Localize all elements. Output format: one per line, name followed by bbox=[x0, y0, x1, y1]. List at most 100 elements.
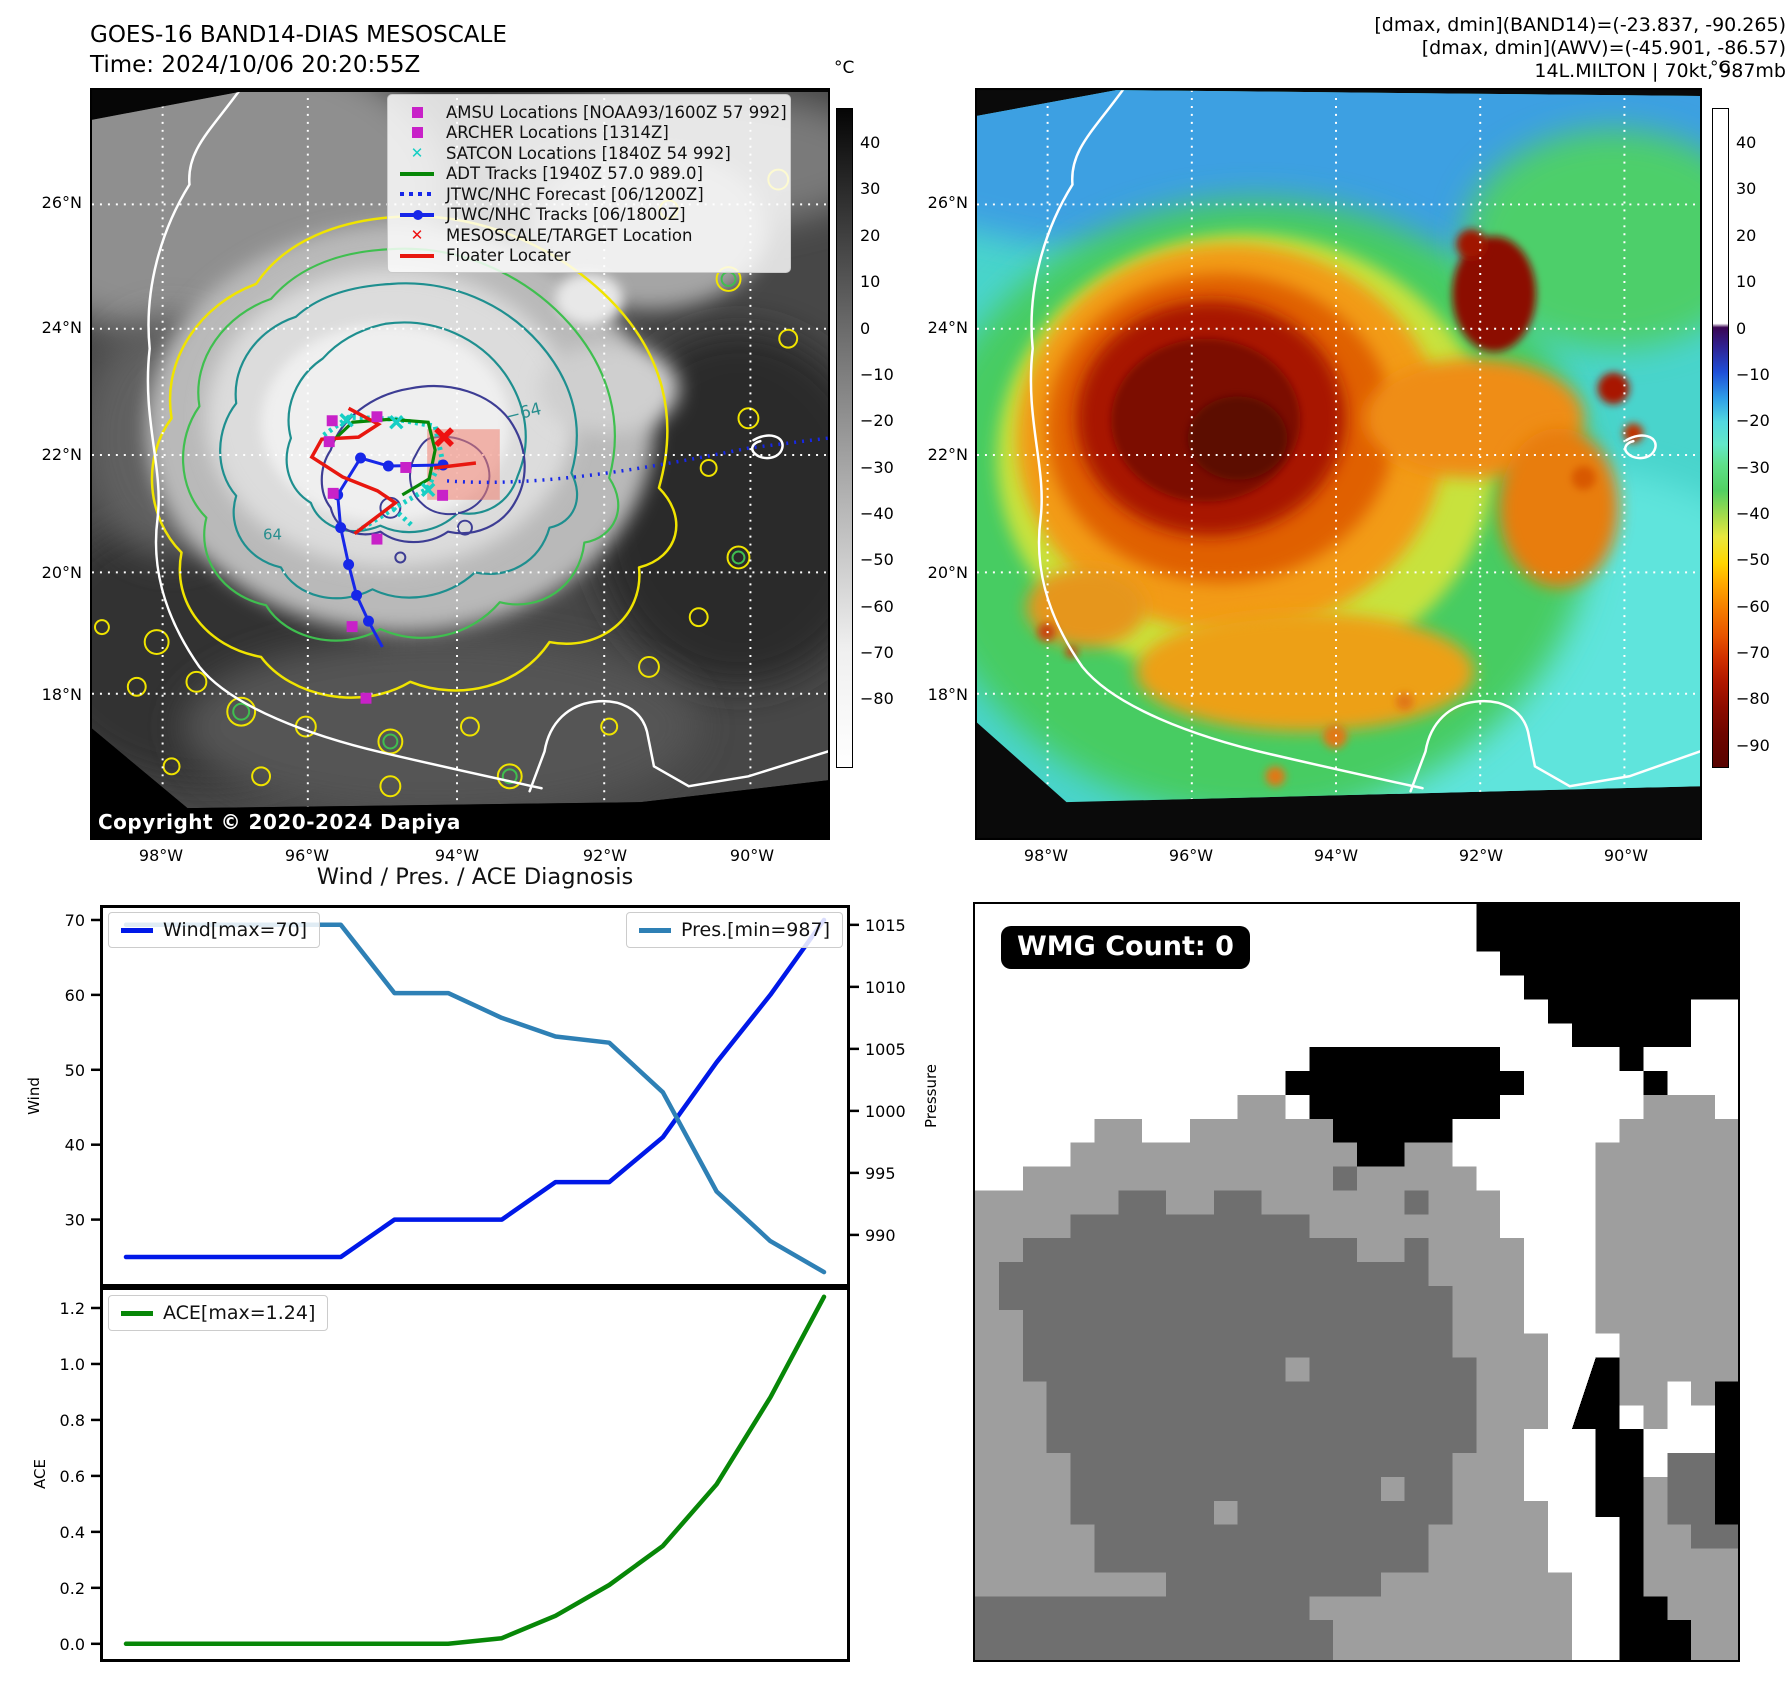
colorbar-tick: 30 bbox=[860, 179, 881, 198]
diagnosis-title: Wind / Pres. / ACE Diagnosis bbox=[316, 864, 634, 890]
colorbar-tick: −30 bbox=[860, 458, 894, 477]
legend-item: JTWC/NHC Forecast [06/1200Z] bbox=[394, 184, 782, 205]
line-red-icon bbox=[394, 253, 440, 258]
line-dot-blue-icon bbox=[394, 209, 440, 220]
lat-label: 18°N bbox=[927, 685, 968, 704]
dmax-dmin-band14: [dmax, dmin](BAND14)=(-23.837, -90.265) bbox=[1374, 14, 1786, 36]
legend-item: ADT Tracks [1940Z 57.0 989.0] bbox=[394, 164, 782, 185]
square-magenta-icon bbox=[394, 127, 440, 139]
wind-legend-swatch bbox=[121, 927, 153, 933]
colorbar-tick: 10 bbox=[860, 272, 881, 291]
lat-label: 24°N bbox=[927, 318, 968, 337]
colorbar-tick: 40 bbox=[1736, 133, 1757, 152]
y-tick-label: 1005 bbox=[865, 1040, 906, 1059]
colorbar-tick: −20 bbox=[1736, 411, 1770, 430]
colorbar-tick: −30 bbox=[1736, 458, 1770, 477]
pressure-axis-label: Pressure bbox=[922, 1063, 940, 1129]
map-legend: AMSU Locations [NOAA93/1600Z 57 992] ARCH… bbox=[387, 94, 791, 273]
colorbar-tick: −20 bbox=[860, 411, 894, 430]
lat-label: 22°N bbox=[927, 445, 968, 464]
colorbar-tick: 40 bbox=[860, 133, 881, 152]
adt-track bbox=[332, 417, 437, 497]
lon-label: 98°W bbox=[1023, 846, 1069, 865]
lat-label: 20°N bbox=[927, 563, 968, 582]
band14-colorbar-unit: °C bbox=[834, 58, 855, 78]
lon-label: 96°W bbox=[1168, 846, 1214, 865]
satellite-title: GOES-16 BAND14-DIAS MESOSCALE bbox=[90, 22, 507, 48]
y-tick-label: 50 bbox=[65, 1061, 85, 1080]
wind-pressure-chart: 30 40 50 60 70 990 995 1000 1005 1010 1015 bbox=[65, 905, 906, 1287]
y-tick-label: 0.0 bbox=[60, 1635, 85, 1654]
y-tick-label: 0.6 bbox=[60, 1467, 85, 1486]
contour-label-64b: 64 bbox=[263, 526, 282, 544]
legend-item-label: AMSU Locations [NOAA93/1600Z 57 992] bbox=[446, 102, 787, 122]
colorbar-tick: 0 bbox=[860, 319, 871, 338]
wmg-classification-image bbox=[975, 904, 1738, 1660]
colorbar-tick: −70 bbox=[860, 643, 894, 662]
lon-label: 98°W bbox=[138, 846, 184, 865]
y-tick-label: 60 bbox=[65, 986, 85, 1005]
ir-temperature-contours bbox=[150, 215, 678, 699]
legend-item-label: MESOSCALE/TARGET Location bbox=[446, 225, 693, 245]
y-tick-label: 995 bbox=[865, 1164, 896, 1183]
colorbar-tick: −10 bbox=[860, 365, 894, 384]
timestamp: Time: 2024/10/06 20:20:55Z bbox=[90, 52, 421, 78]
colorbar-tick: −10 bbox=[1736, 365, 1770, 384]
graticule bbox=[977, 90, 1700, 803]
y-tick-label: 70 bbox=[65, 911, 85, 930]
colorbar-tick: −60 bbox=[860, 597, 894, 616]
ace-legend: ACE[max=1.24] bbox=[108, 1295, 329, 1331]
colorbar-tick: −80 bbox=[860, 689, 894, 708]
ace-chart: 0.0 0.2 0.4 0.6 0.8 1.0 1.2 bbox=[60, 1287, 850, 1662]
series-ace bbox=[123, 1294, 827, 1647]
colorbar-tick: 20 bbox=[1736, 226, 1757, 245]
floater-locater-track bbox=[309, 406, 477, 536]
colorbar-tick: 0 bbox=[1736, 319, 1747, 338]
y-tick-label: 1000 bbox=[865, 1102, 906, 1121]
legend-item: ✕ MESOSCALE/TARGET Location bbox=[394, 225, 782, 246]
legend-item-label: Floater Locater bbox=[446, 246, 571, 266]
target-x-marker bbox=[434, 427, 454, 448]
lat-label: 22°N bbox=[41, 445, 82, 464]
dotted-blue-icon bbox=[394, 192, 440, 197]
y-tick-label: 1.2 bbox=[60, 1299, 85, 1318]
band14-map-panel: −64 64 AMSU Locations [NOAA93/1600Z 57 9… bbox=[90, 88, 830, 840]
legend-item: ARCHER Locations [1314Z] bbox=[394, 123, 782, 144]
satcon-x-markers bbox=[339, 413, 436, 498]
jtwc-track-points bbox=[332, 452, 449, 627]
awv-satellite-image bbox=[977, 90, 1700, 838]
legend-item-label: ARCHER Locations [1314Z] bbox=[446, 123, 669, 143]
y-tick-label: 1.0 bbox=[60, 1355, 85, 1374]
y-tick-label: 30 bbox=[65, 1211, 85, 1230]
lat-label: 26°N bbox=[41, 193, 82, 212]
coastline bbox=[146, 92, 828, 793]
lon-label: 90°W bbox=[1603, 846, 1649, 865]
y-tick-label: 1015 bbox=[865, 916, 906, 935]
awv-map-panel bbox=[975, 88, 1702, 840]
y-tick-label: 0.8 bbox=[60, 1411, 85, 1430]
square-magenta-icon bbox=[394, 106, 440, 118]
coastline bbox=[1029, 90, 1700, 793]
wind-legend-label: Wind[max=70] bbox=[163, 919, 308, 941]
x-cyan-icon: ✕ bbox=[410, 143, 424, 162]
wind-legend: Wind[max=70] bbox=[108, 912, 321, 948]
legend-item: JTWC/NHC Tracks [06/1800Z] bbox=[394, 205, 782, 226]
series-wind bbox=[123, 917, 827, 1260]
y-tick-label: 0.2 bbox=[60, 1579, 85, 1598]
ace-legend-label: ACE[max=1.24] bbox=[163, 1302, 316, 1324]
colorbar-tick: −40 bbox=[1736, 504, 1770, 523]
awv-colorbar-unit: °C bbox=[1710, 58, 1731, 78]
copyright: Copyright © 2020-2024 Dapiya bbox=[98, 810, 461, 834]
dmax-dmin-awv: [dmax, dmin](AWV)=(-45.901, -86.57) bbox=[1421, 37, 1786, 59]
lat-label: 26°N bbox=[927, 193, 968, 212]
colorbar-tick: 20 bbox=[860, 226, 881, 245]
legend-item: ✕ SATCON Locations [1840Z 54 992] bbox=[394, 143, 782, 164]
legend-item: AMSU Locations [NOAA93/1600Z 57 992] bbox=[394, 102, 787, 123]
legend-item-label: ADT Tracks [1940Z 57.0 989.0] bbox=[446, 164, 703, 184]
y-tick-label: 40 bbox=[65, 1136, 85, 1155]
ace-axis-label: ACE bbox=[31, 1459, 49, 1489]
colorbar-tick: −90 bbox=[1736, 736, 1770, 755]
lon-label: 94°W bbox=[434, 846, 480, 865]
legend-item-label: JTWC/NHC Forecast [06/1200Z] bbox=[446, 184, 704, 204]
